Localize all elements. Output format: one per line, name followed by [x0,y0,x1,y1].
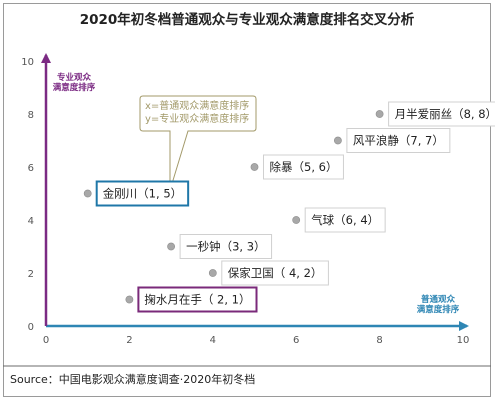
point-label-box [304,207,386,233]
chart-title: 2020年初冬档普通观众与专业观众满意度排名交叉分析 [80,11,415,28]
point-label-box [346,128,451,153]
data-points: 月半爱丽丝（8, 8） 风平浪静（7, 7） 除暴（5, 6） 金刚川（1, 5） 气球… [83,101,495,313]
point-label: 保家卫国（ 4, 2） [228,266,323,280]
point-label: 气球（6, 4） [311,213,379,227]
x-tick-label: 2 [126,335,132,346]
point-label-box [221,260,329,286]
data-point: 风平浪静（7, 7） [333,128,451,153]
point-label: 金刚川（1, 5） [103,187,182,201]
point-label: 掬水月在手（ 2, 1） [144,293,250,307]
annotation-line: y=专业观众满意度排序 [145,112,249,125]
point-label: 月半爱丽丝（8, 8） [395,107,495,121]
point-marker [83,189,92,198]
x-tick-label: 8 [376,335,382,346]
annotation-bubble [139,95,257,191]
x-tick-label: 0 [43,335,49,346]
point-marker [375,110,384,118]
data-point: 除暴（5, 6） [250,154,344,180]
x-tick-label: 4 [210,335,216,346]
x-axis-label: 普通观众满意度排序 [417,294,460,315]
point-label-box [137,286,258,313]
data-point: 金刚川（1, 5） [83,180,190,207]
data-point: 月半爱丽丝（8, 8） [375,101,495,127]
point-marker [292,216,301,224]
data-point: 一秒钟（3, 3） [167,234,273,259]
point-marker [333,136,342,145]
y-tick-label: 0 [28,322,34,333]
point-marker [250,163,259,171]
point-label: 除暴（5, 6） [270,160,338,174]
x-tick-label: 6 [293,335,299,346]
data-point: 保家卫国（ 4, 2） [208,260,329,286]
point-label: 一秒钟（3, 3） [186,240,265,254]
point-marker [167,242,175,251]
point-label-box [388,101,495,127]
y-tick-label: 6 [28,163,34,174]
axis-ticks: 0 2 4 6 8 10 0 2 4 6 8 10 [21,57,469,346]
y-tick-label: 4 [28,216,34,227]
point-label: 风平浪静（7, 7） [353,134,444,148]
data-point: 掬水月在手（ 2, 1） [125,286,258,313]
y-tick-label: 8 [28,110,34,121]
y-tick-label: 10 [21,57,34,68]
point-label-box [179,234,273,259]
point-label-box [263,154,344,180]
data-point: 气球（6, 4） [292,207,386,233]
point-marker [208,269,217,277]
y-axis-label: 专业观众满意度排序 [53,72,96,93]
source-note: Source：中国电影观众满意度调查·2020年初冬档 [10,372,255,386]
point-label-box [95,180,190,207]
annotation-line: x=普通观众满意度排序 [145,99,249,112]
x-tick-label: 10 [457,335,470,346]
point-marker [125,295,134,304]
y-tick-label: 2 [28,269,34,280]
chart-frame [3,3,491,397]
